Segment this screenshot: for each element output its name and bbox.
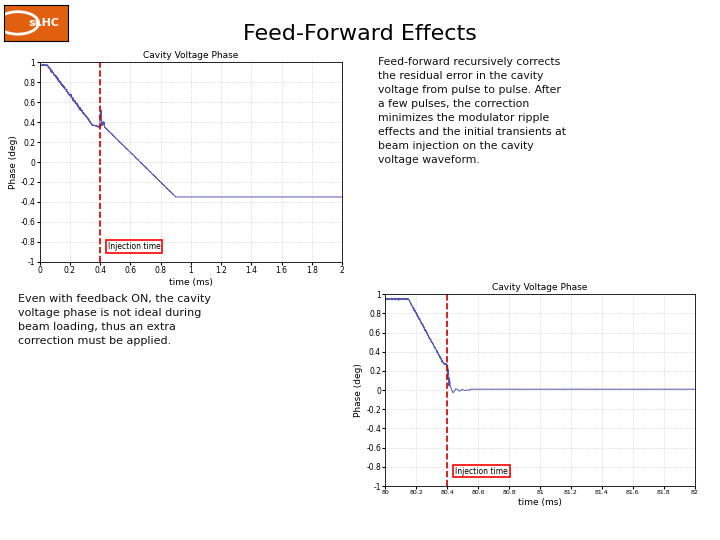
Y-axis label: Phase (deg): Phase (deg) [9,135,18,189]
Text: Even with feedback ON, the cavity
voltage phase is not ideal during
beam loading: Even with feedback ON, the cavity voltag… [18,294,211,346]
Text: Feed-Forward Effects: Feed-Forward Effects [243,24,477,44]
X-axis label: time (ms): time (ms) [169,278,212,287]
Text: Feed-forward recursively corrects
the residual error in the cavity
voltage from : Feed-forward recursively corrects the re… [378,57,566,165]
Text: Injection time: Injection time [108,242,161,251]
Text: Injection time: Injection time [455,467,508,476]
Title: Cavity Voltage Phase: Cavity Voltage Phase [492,283,588,292]
X-axis label: time (ms): time (ms) [518,498,562,507]
Y-axis label: Phase (deg): Phase (deg) [354,363,364,417]
Title: Cavity Voltage Phase: Cavity Voltage Phase [143,51,238,60]
Text: sLHC: sLHC [28,18,59,28]
